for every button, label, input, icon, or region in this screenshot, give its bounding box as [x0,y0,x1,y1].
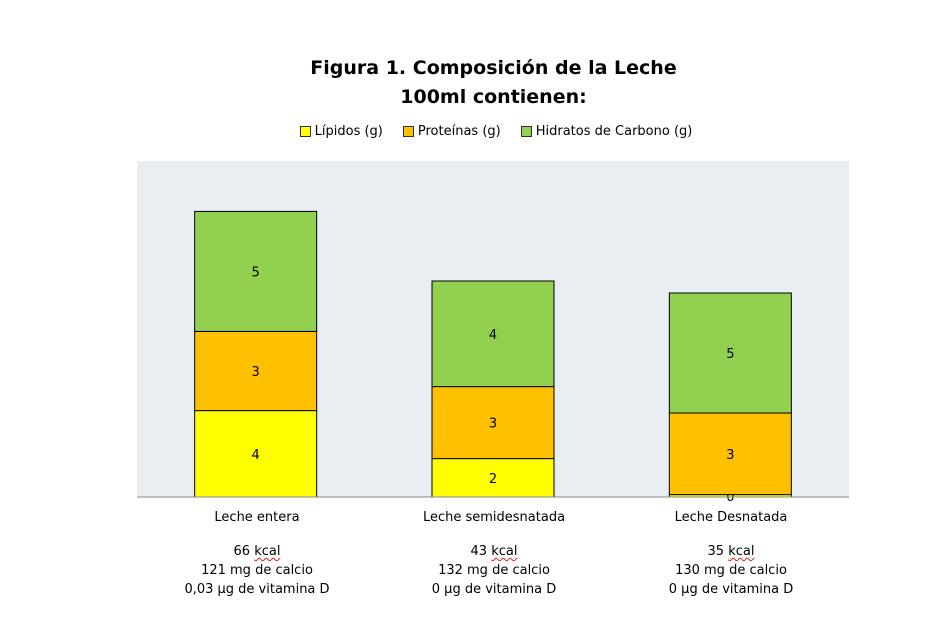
calcio-line: 130 mg de calcio [675,563,787,578]
vitamina-line: 0,03 µg de vitamina D [184,582,330,597]
bar-segment-1-1 [194,410,318,498]
legend-label-hidratos: Hidratos de Carbono (g) [535,124,693,139]
bar-segment-1-3 [194,210,318,332]
kcal-line: 35 kcal [707,544,755,559]
data-label-3-2: 3 [726,448,734,463]
info-block-entera: 66 kcal 121 mg de calcio 0,03 µg de vita… [137,542,377,599]
category-label-desnatada: Leche Desnatada [674,510,788,525]
bar-segment-3-3 [668,292,792,414]
calcio-line: 132 mg de calcio [438,563,550,578]
vitamina-line: 0 µg de vitamina D [431,582,557,597]
chart-legend: Lípidos (g) Proteínas (g) Hidratos de Ca… [0,124,947,139]
legend-swatch-proteinas [402,126,414,137]
legend-item-lipidos: Lípidos (g) [299,124,383,139]
data-label-2-2: 3 [489,417,497,432]
chart-subtitle: 100ml contienen: [400,86,587,108]
data-label-1-3: 5 [252,265,260,280]
legend-item-proteinas: Proteínas (g) [402,124,501,139]
legend-swatch-lipidos [299,126,311,137]
legend-item-hidratos: Hidratos de Carbono (g) [520,124,693,139]
bar-segment-3-2 [668,412,792,496]
data-label-2-3: 4 [489,328,497,343]
data-label-1-1: 4 [252,448,260,463]
data-label-2-1: 2 [489,472,497,487]
bar-segment-2-2 [431,386,555,460]
legend-swatch-hidratos [520,126,532,137]
info-block-desnatada: 35 kcal 130 mg de calcio 0 µg de vitamin… [611,542,851,599]
kcal-line: 66 kcal [233,544,281,559]
category-label-semidesnatada: Leche semidesnatada [422,510,566,525]
data-label-3-3: 5 [726,347,734,362]
category-label-entera: Leche entera [214,510,300,525]
kcal-line: 43 kcal [470,544,518,559]
calcio-line: 121 mg de calcio [201,563,313,578]
data-label-1-2: 3 [252,365,260,380]
legend-label-proteinas: Proteínas (g) [417,124,501,139]
info-block-semidesnatada: 43 kcal 132 mg de calcio 0 µg de vitamin… [374,542,614,599]
legend-label-lipidos: Lípidos (g) [314,124,383,139]
bar-segment-2-3 [431,280,555,388]
chart-title: Figura 1. Composición de la Leche [310,57,677,79]
vitamina-line: 0 µg de vitamina D [668,582,794,597]
